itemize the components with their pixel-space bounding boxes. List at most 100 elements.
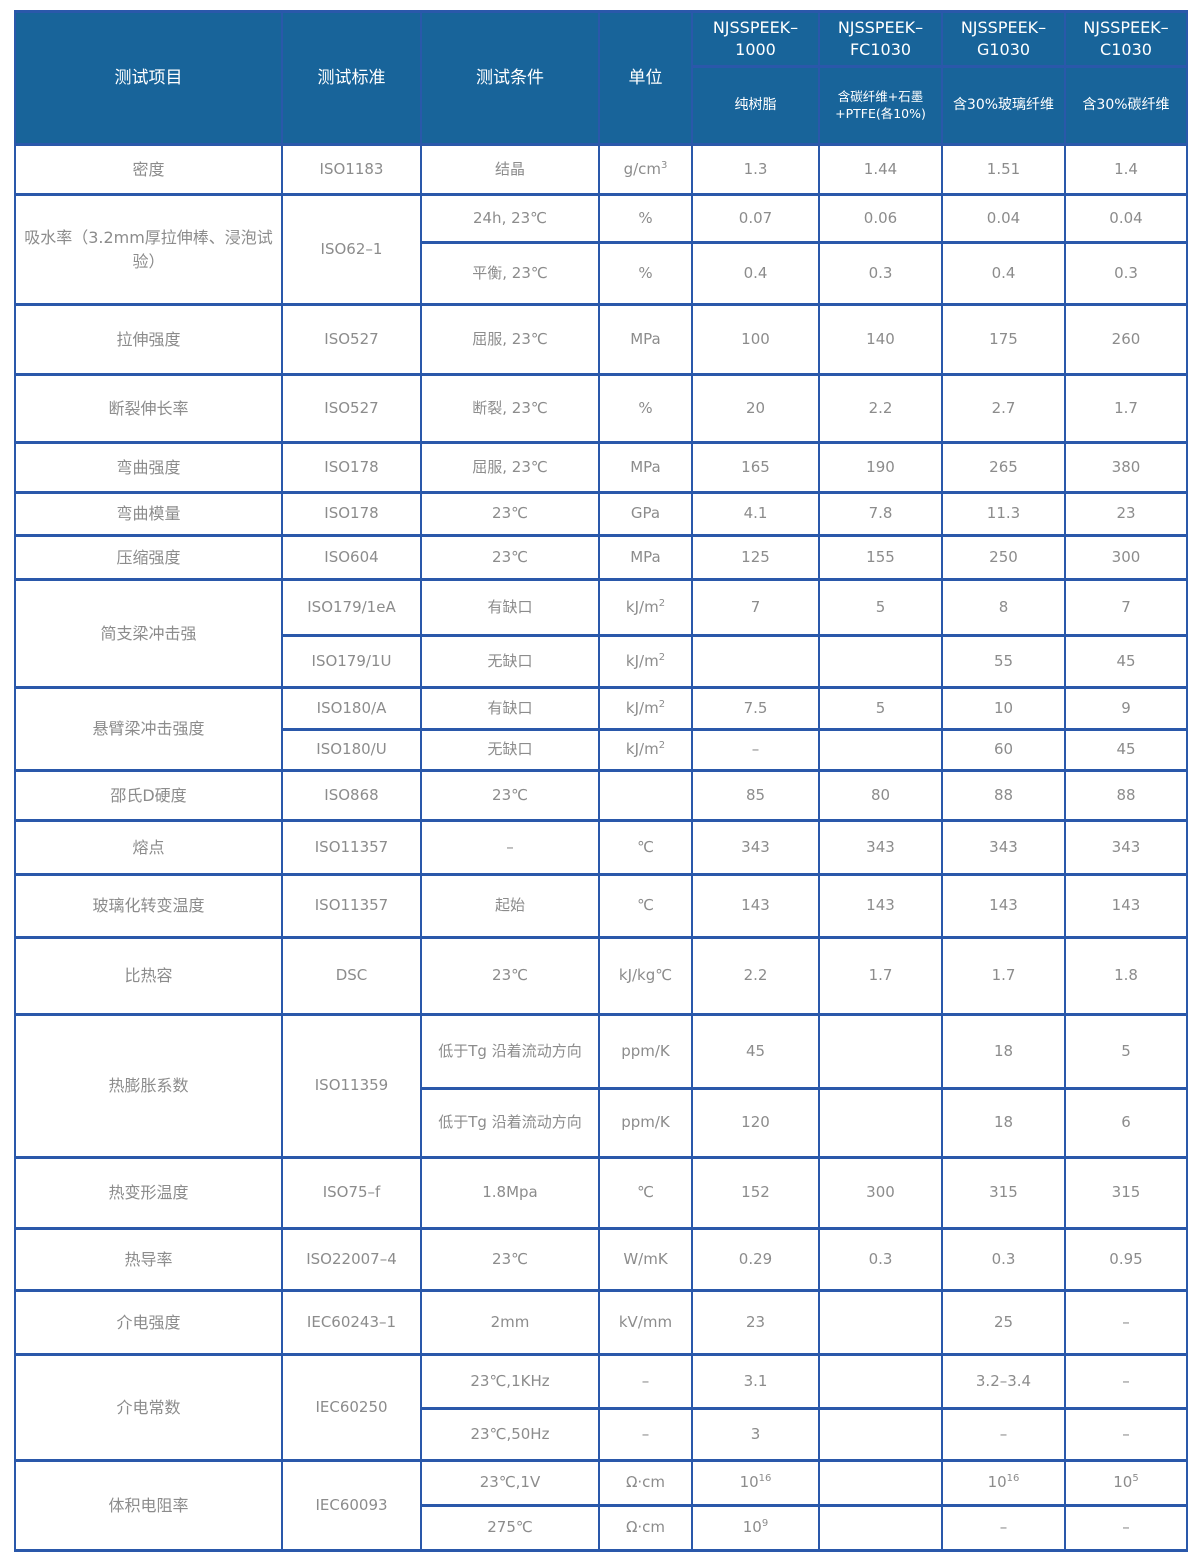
cell-value: 2.7	[941, 373, 1066, 444]
cell-value	[691, 634, 820, 689]
cell-test-standard: ISO527	[281, 303, 422, 376]
cell-value: 7.5	[691, 686, 820, 731]
header-product-description: 含30%玻璃纤维	[941, 65, 1066, 146]
cell-value: 7	[1064, 578, 1188, 637]
cell-value: 2.2	[691, 936, 820, 1016]
cell-value: 100	[691, 303, 820, 376]
cell-value: 60	[941, 728, 1066, 772]
table-row: 热膨胀系数 ISO11359 低于Tg 沿着流动方向 ppm/K 45 18 5	[14, 1013, 1188, 1159]
cell-unit: GPa	[598, 491, 693, 537]
table-row: 275℃ Ω·cm 109 – –	[15, 1504, 1188, 1552]
cell-unit: ℃	[598, 1156, 693, 1230]
header-product-name: NJSSPEEK–G1030	[941, 10, 1066, 68]
table-row: 热导率 ISO22007–4 23℃ W/mK 0.29 0.3 0.3 0.95	[14, 1227, 1188, 1292]
cell-value: –	[691, 728, 820, 772]
cell-value: 80	[818, 769, 943, 822]
cell-test-standard: IEC60093	[281, 1459, 422, 1552]
cell-value	[818, 728, 943, 772]
cell-value: 0.4	[941, 241, 1066, 306]
cell-unit: %	[598, 193, 693, 244]
cell-value: 11.3	[941, 491, 1066, 537]
cell-test-item: 吸水率（3.2mm厚拉伸棒、浸泡试验）	[14, 193, 283, 306]
cell-unit: kJ/kg℃	[598, 936, 693, 1016]
cell-value: 45	[691, 1013, 820, 1090]
cell-test-condition: 无缺口	[420, 634, 600, 689]
cell-test-item: 熔点	[14, 819, 283, 876]
cell-value: 88	[1064, 769, 1188, 822]
cell-unit: %	[598, 373, 693, 444]
cell-value: –	[1064, 1353, 1188, 1410]
cell-value	[818, 634, 943, 689]
cell-value: 175	[941, 303, 1066, 376]
cell-unit: Ω·cm	[598, 1504, 693, 1552]
table-row: 比热容 DSC 23℃ kJ/kg℃ 2.2 1.7 1.7 1.8	[14, 936, 1188, 1016]
cell-value: 9	[1064, 686, 1188, 731]
cell-unit: ppm/K	[598, 1013, 693, 1090]
cell-value: 85	[691, 769, 820, 822]
cell-value: 143	[941, 873, 1066, 939]
cell-value: 315	[941, 1156, 1066, 1230]
material-properties-table: 测试项目 测试标准 测试条件 单位 NJSSPEEK–1000 NJSSPEEK…	[14, 10, 1188, 1552]
table-row: ISO179/1U 无缺口 kJ/m2 55 45	[15, 634, 1188, 689]
cell-value: 155	[818, 534, 943, 581]
cell-unit: MPa	[598, 303, 693, 376]
table-row: 拉伸强度 ISO527 屈服, 23℃ MPa 100 140 175 260	[14, 303, 1188, 376]
cell-value: 380	[1064, 441, 1188, 494]
cell-value	[818, 1504, 943, 1552]
cell-value: 1.7	[941, 936, 1066, 1016]
cell-test-standard: DSC	[281, 936, 422, 1016]
cell-value: 315	[1064, 1156, 1188, 1230]
cell-value: 6	[1064, 1087, 1188, 1159]
cell-test-condition: 23℃	[420, 534, 600, 581]
cell-value: 0.4	[691, 241, 820, 306]
cell-test-condition: 平衡, 23℃	[420, 241, 600, 306]
cell-test-condition: 有缺口	[420, 578, 600, 637]
cell-test-standard: ISO178	[281, 491, 422, 537]
cell-value: 3.1	[691, 1353, 820, 1410]
cell-value: 8	[941, 578, 1066, 637]
cell-value: 265	[941, 441, 1066, 494]
cell-test-condition: 23℃,1KHz	[420, 1353, 600, 1410]
cell-test-standard: ISO22007–4	[281, 1227, 422, 1292]
table-row: ISO180/U 无缺口 kJ/m2– 60 45	[15, 728, 1188, 772]
cell-value: 3	[691, 1407, 820, 1462]
cell-test-condition: 屈服, 23℃	[420, 303, 600, 376]
cell-value: 152	[691, 1156, 820, 1230]
cell-test-item: 邵氏D硬度	[14, 769, 283, 822]
cell-unit: kJ/m2	[598, 686, 693, 731]
cell-test-condition: 24h, 23℃	[420, 193, 600, 244]
cell-value: 0.3	[1064, 241, 1188, 306]
cell-value: –	[1064, 1504, 1188, 1552]
cell-unit: W/mK	[598, 1227, 693, 1292]
table-row: 弯曲模量 ISO178 23℃ GPa 4.1 7.8 11.3 23	[14, 491, 1188, 537]
header-product-description: 含碳纤维+石墨+PTFE(各10%)	[818, 65, 943, 146]
header-col-unit: 单位	[598, 10, 693, 146]
cell-value: 125	[691, 534, 820, 581]
table-row: 邵氏D硬度 ISO868 23℃ 85 80 88 88	[14, 769, 1188, 822]
header-product-name: NJSSPEEK–C1030	[1064, 10, 1188, 68]
cell-test-condition: 无缺口	[420, 728, 600, 772]
cell-test-item: 介电强度	[14, 1289, 283, 1356]
cell-test-standard: ISO11357	[281, 819, 422, 876]
cell-unit: %	[598, 241, 693, 306]
cell-value: 0.07	[691, 193, 820, 244]
cell-value: 7.8	[818, 491, 943, 537]
cell-value	[818, 1013, 943, 1090]
cell-value: 1.8	[1064, 936, 1188, 1016]
cell-value: 1016	[691, 1459, 820, 1507]
cell-value: 300	[818, 1156, 943, 1230]
cell-value: 18	[941, 1087, 1066, 1159]
cell-value: 120	[691, 1087, 820, 1159]
cell-test-standard: ISO604	[281, 534, 422, 581]
cell-unit	[598, 769, 693, 822]
cell-value: 343	[941, 819, 1066, 876]
cell-value	[818, 1289, 943, 1356]
cell-test-item: 热膨胀系数	[14, 1013, 283, 1159]
cell-value: 3.2–3.4	[941, 1353, 1066, 1410]
cell-test-condition: 有缺口	[420, 686, 600, 731]
table-header: 测试项目 测试标准 测试条件 单位 NJSSPEEK–1000 NJSSPEEK…	[14, 10, 1188, 146]
header-col-test-item: 测试项目	[14, 10, 283, 146]
cell-test-item: 简支梁冲击强	[14, 578, 283, 689]
cell-value	[818, 1459, 943, 1507]
